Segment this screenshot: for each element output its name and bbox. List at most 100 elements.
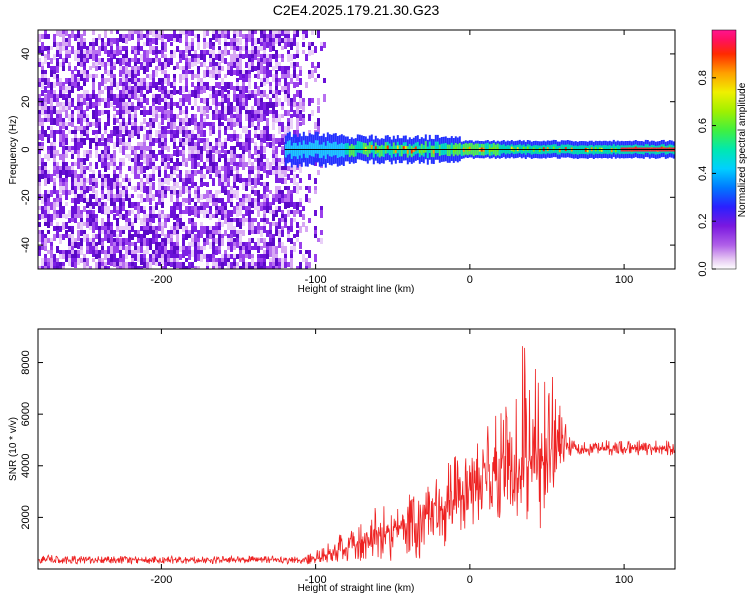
spectrogram-cell: [209, 70, 212, 76]
spectrogram-cell: [245, 262, 248, 269]
spectrogram-cell: [131, 86, 134, 93]
spectrogram-cell: [224, 230, 227, 236]
spectrogram-cell: [74, 106, 77, 110]
spectrogram-cell: [200, 146, 203, 154]
spectrogram-cell: [188, 266, 191, 269]
spectrogram-cell: [260, 206, 263, 211]
spectrogram-cell: [167, 74, 170, 81]
spectrogram-cell: [269, 170, 272, 175]
spectrogram-cell: [287, 94, 290, 101]
spectrogram-cell: [179, 110, 182, 115]
spectrogram-cell: [257, 154, 260, 159]
spectrogram-cell: [206, 238, 209, 245]
spectrogram-cell: [272, 134, 275, 139]
spectrogram-cell: [140, 258, 143, 265]
spectrogram-cell: [260, 94, 263, 101]
spectrogram-cell: [179, 138, 182, 143]
spectrogram-cell: [152, 74, 155, 78]
spectrogram-cell: [116, 82, 119, 90]
spectrogram-cell: [131, 146, 134, 152]
spectrogram-cell: [92, 234, 95, 238]
spectrogram-cell: [137, 38, 140, 42]
spectrogram-cell: [554, 144, 557, 153]
spectrogram-cell: [203, 194, 206, 199]
spectrogram-cell: [176, 202, 179, 208]
spectrogram-cell: [197, 162, 200, 167]
spectrogram-cell: [266, 110, 269, 116]
spectrogram-cell: [41, 66, 44, 72]
spectrogram-cell: [230, 242, 233, 246]
spectrogram-cell: [107, 154, 110, 160]
spectrogram-cell: [272, 262, 275, 266]
spectrogram-cell: [113, 254, 116, 262]
spectrogram-cell: [161, 158, 164, 162]
spectrogram-cell: [110, 62, 113, 67]
spectrogram-cell: [149, 106, 152, 111]
spectrogram-cell: [104, 110, 107, 114]
spectrogram-cell: [107, 62, 110, 66]
spectrogram-cell: [152, 38, 155, 44]
spectrogram-cell: [248, 114, 251, 119]
spectrogram-cell: [152, 250, 155, 254]
spectrogram-cell: [257, 254, 260, 260]
spectrogram-cell: [167, 154, 170, 161]
spectrogram-cell: [224, 34, 227, 41]
spectrogram-cell: [113, 162, 116, 167]
spectrogram-cell: [182, 94, 185, 101]
spectrogram-cell: [230, 114, 233, 118]
spectrogram-cell: [83, 178, 86, 185]
spectrogram-cell: [134, 158, 137, 162]
spectrogram-cell: [143, 142, 146, 149]
spectrogram-cell: [191, 230, 194, 236]
spectrogram-cell: [182, 198, 185, 202]
spectrogram-cell: [107, 94, 110, 98]
spectrogram-cell: [248, 74, 251, 79]
spectrogram-cell: [224, 214, 227, 219]
spectrogram-cell: [80, 62, 83, 67]
spectrogram-cell: [209, 234, 212, 239]
spectrogram-cell: [104, 182, 107, 188]
spectrogram-cell: [137, 170, 140, 176]
spectrogram-cell: [71, 218, 74, 222]
spectrogram-cell: [53, 74, 56, 79]
spectrogram-cell: [194, 114, 197, 120]
spectrogram-cell: [414, 146, 418, 151]
spectrogram-cell: [116, 138, 119, 144]
spectrogram-cell: [128, 114, 131, 121]
spectrogram-cell: [119, 130, 122, 137]
spectrogram-cell: [287, 174, 290, 180]
spectrogram-cell: [281, 158, 284, 164]
spectrogram-cell: [586, 148, 590, 153]
spectrogram-cell: [260, 202, 263, 207]
spectrogram-cell: [59, 166, 62, 172]
spectrogram-cell: [284, 246, 287, 254]
spectrogram-cell: [137, 174, 140, 179]
spectrogram-cell: [296, 30, 299, 37]
spectrogram-cell: [92, 114, 95, 119]
spectrogram-cell: [257, 238, 260, 244]
spectrogram-cell: [53, 254, 56, 260]
spectrogram-cell: [293, 202, 296, 209]
spectrogram-cell: [227, 82, 230, 89]
spectrogram-cell: [71, 178, 74, 183]
spectrogram-cell: [68, 246, 71, 252]
spectrogram-cell: [56, 150, 59, 156]
spectrogram-cell: [260, 66, 263, 73]
spectrogram-cell: [278, 66, 281, 71]
spectrogram-cell: [71, 190, 74, 194]
spectrogram-cell: [200, 50, 203, 56]
spectrogram-cell: [56, 58, 59, 62]
spectrogram-cell: [41, 258, 44, 266]
spectrogram-cell: [218, 110, 221, 117]
spectrogram-cell: [56, 98, 59, 105]
spectrogram-cell: [152, 142, 155, 146]
spectrogram-cell: [134, 122, 137, 127]
spectrogram-cell: [65, 94, 68, 100]
spectrogram-cell: [92, 54, 95, 61]
spectrogram-cell: [170, 246, 173, 253]
spectrogram-cell: [263, 126, 266, 131]
spectrogram-cell: [200, 258, 203, 262]
spectrogram-cell: [182, 70, 185, 75]
spectrogram-cell: [146, 50, 149, 54]
spectrogram-cell: [212, 254, 215, 259]
